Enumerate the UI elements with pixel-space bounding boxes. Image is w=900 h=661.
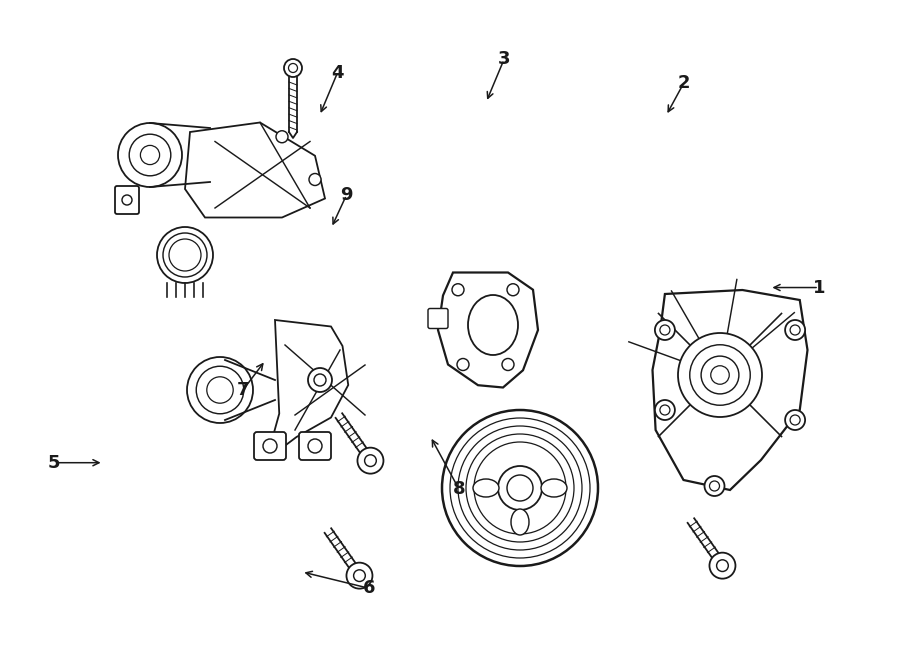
Circle shape (655, 400, 675, 420)
Text: 6: 6 (363, 579, 375, 598)
Polygon shape (336, 413, 366, 452)
Polygon shape (274, 320, 348, 450)
FancyBboxPatch shape (115, 186, 139, 214)
Text: 9: 9 (340, 186, 353, 204)
Circle shape (655, 320, 675, 340)
Ellipse shape (473, 479, 499, 497)
FancyBboxPatch shape (428, 309, 448, 329)
Circle shape (678, 333, 762, 417)
Circle shape (122, 195, 132, 205)
Circle shape (457, 358, 469, 371)
Circle shape (263, 439, 277, 453)
Text: 3: 3 (498, 50, 510, 69)
Circle shape (709, 553, 735, 578)
Polygon shape (652, 290, 807, 490)
Circle shape (346, 563, 373, 589)
Polygon shape (688, 518, 718, 557)
Circle shape (442, 410, 598, 566)
FancyBboxPatch shape (254, 432, 286, 460)
Circle shape (309, 173, 321, 186)
Circle shape (498, 466, 542, 510)
Polygon shape (438, 272, 538, 387)
Circle shape (118, 123, 182, 187)
Circle shape (507, 284, 519, 295)
Text: 1: 1 (813, 278, 825, 297)
Circle shape (785, 320, 806, 340)
Ellipse shape (511, 509, 529, 535)
Polygon shape (289, 77, 297, 132)
Circle shape (187, 357, 253, 423)
Circle shape (502, 358, 514, 371)
Circle shape (276, 131, 288, 143)
Text: 8: 8 (453, 480, 465, 498)
Ellipse shape (541, 479, 567, 497)
Polygon shape (185, 122, 325, 217)
Polygon shape (150, 123, 210, 187)
Circle shape (785, 410, 806, 430)
Text: 7: 7 (237, 381, 249, 399)
Circle shape (308, 439, 322, 453)
Circle shape (452, 284, 464, 295)
Polygon shape (225, 360, 275, 420)
Circle shape (308, 368, 332, 392)
Ellipse shape (468, 295, 518, 355)
Text: 5: 5 (48, 453, 60, 472)
Text: 2: 2 (678, 73, 690, 92)
Circle shape (705, 476, 725, 496)
Circle shape (357, 447, 383, 474)
Circle shape (284, 59, 302, 77)
Polygon shape (325, 528, 356, 567)
FancyBboxPatch shape (299, 432, 331, 460)
Text: 4: 4 (331, 63, 344, 82)
